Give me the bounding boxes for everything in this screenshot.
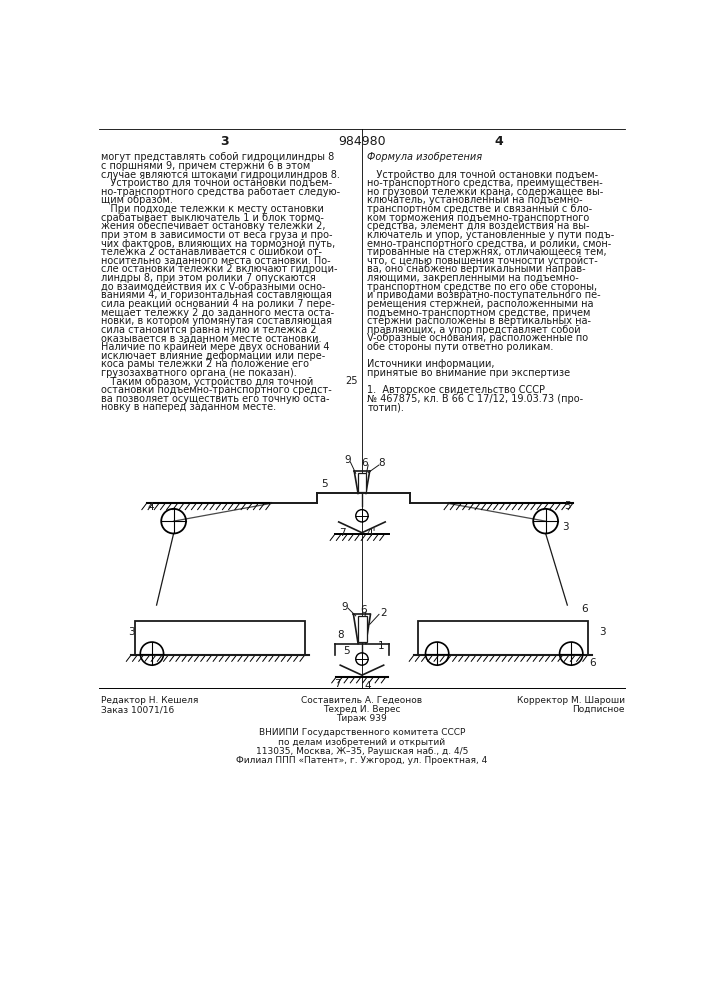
Text: Техред И. Верес: Техред И. Верес [323,705,401,714]
Text: транспортном средстве по его обе стороны,: транспортном средстве по его обе стороны… [368,282,597,292]
Text: 6: 6 [581,604,588,614]
Text: 8: 8 [337,630,344,640]
Text: новки, в котором упомянутая составляющая: новки, в котором упомянутая составляющая [101,316,332,326]
Text: Составитель А. Гедеонов: Составитель А. Гедеонов [301,696,423,705]
Text: Тираж 939: Тираж 939 [337,714,387,723]
Text: Филиал ППП «Патент», г. Ужгород, ул. Проектная, 4: Филиал ППП «Патент», г. Ужгород, ул. Про… [236,756,488,765]
Text: ва позволяет осуществить его точную оста-: ва позволяет осуществить его точную оста… [101,394,329,404]
Text: ляющими, закрепленными на подъемно-: ляющими, закрепленными на подъемно- [368,273,579,283]
Text: 984980: 984980 [338,135,386,148]
Text: по делам изобретений и открытий: по делам изобретений и открытий [279,738,445,747]
Text: 6: 6 [361,458,368,468]
Text: емно-транспортного средства, и ролики, смон-: емно-транспортного средства, и ролики, с… [368,239,612,249]
Text: 4: 4 [147,502,153,512]
Text: жения обеспечивает остановку тележки 2,: жения обеспечивает остановку тележки 2, [101,221,325,231]
Text: с поршнями 9, причем стержни 6 в этом: с поршнями 9, причем стержни 6 в этом [101,161,310,171]
Text: Источники информации,: Источники информации, [368,359,495,369]
Text: могут представлять собой гидроцилиндры 8: могут представлять собой гидроцилиндры 8 [101,152,334,162]
Text: линдры 8, при этом ролики 7 опускаются: линдры 8, при этом ролики 7 опускаются [101,273,315,283]
Text: При подходе тележки к месту остановки: При подходе тележки к месту остановки [101,204,324,214]
Text: 3: 3 [561,522,568,532]
Text: 9: 9 [341,602,349,612]
Text: тотип).: тотип). [368,402,404,412]
Text: правляющих, а упор представляет собой: правляющих, а упор представляет собой [368,325,581,335]
Text: 3: 3 [128,627,134,637]
Text: 3: 3 [599,627,605,637]
Text: исключает влияние деформации или пере-: исключает влияние деформации или пере- [101,351,325,361]
Text: 7: 7 [339,528,346,538]
Text: 113035, Москва, Ж–35, Раушская наб., д. 4/5: 113035, Москва, Ж–35, Раушская наб., д. … [256,747,468,756]
Text: что, с целью повышения точности устройст-: что, с целью повышения точности устройст… [368,256,598,266]
Text: Заказ 10071/16: Заказ 10071/16 [101,705,174,714]
Text: Наличие по крайней мере двух оснований 4: Наличие по крайней мере двух оснований 4 [101,342,329,352]
Text: коса рамы тележки 2 на положение его: коса рамы тележки 2 на положение его [101,359,309,369]
Text: 5: 5 [343,646,350,656]
Text: 3: 3 [221,135,229,148]
Text: оказывается в заданном месте остановки.: оказывается в заданном месте остановки. [101,333,321,343]
Text: 6: 6 [589,658,595,668]
Text: сила становится равна нулю и тележка 2: сила становится равна нулю и тележка 2 [101,325,316,335]
Text: Формула изобретения: Формула изобретения [368,152,482,162]
Text: транспортном средстве и связанный с бло-: транспортном средстве и связанный с бло- [368,204,592,214]
Text: Редактор Н. Кешеля: Редактор Н. Кешеля [101,696,198,705]
Bar [358,473,366,492]
Text: остановки подъемно-транспортного средст-: остановки подъемно-транспортного средст- [101,385,332,395]
Text: щим образом.: щим образом. [101,195,173,205]
Text: но грузовой тележки крана, содержащее вы-: но грузовой тележки крана, содержащее вы… [368,187,604,197]
Text: носительно заданного места остановки. По-: носительно заданного места остановки. По… [101,256,330,266]
Text: 6: 6 [360,605,367,615]
Text: принятые во внимание при экспертизе: принятые во внимание при экспертизе [368,368,571,378]
Text: сле остановки тележки 2 включают гидроци-: сле остановки тележки 2 включают гидроци… [101,264,337,274]
Text: Таким образом, устройство для точной: Таким образом, устройство для точной [101,377,313,387]
Text: срабатывает выключатель 1 и блок тормо-: срабатывает выключатель 1 и блок тормо- [101,213,324,223]
Text: стержни расположены в вертикальных на-: стержни расположены в вертикальных на- [368,316,591,326]
Text: 8: 8 [378,458,385,468]
Text: новку в наперед заданном месте.: новку в наперед заданном месте. [101,402,276,412]
Text: ваниями 4, и горизонтальная составляющая: ваниями 4, и горизонтальная составляющая [101,290,332,300]
Text: ремещения стержней, расположенными на: ремещения стержней, расположенными на [368,299,594,309]
Text: Устройство для точной остановки подъем-: Устройство для точной остановки подъем- [101,178,332,188]
Text: но-транспортного средства работает следую-: но-транспортного средства работает следу… [101,187,340,197]
Text: 25: 25 [346,376,358,386]
Text: средства, элемент для воздействия на вы-: средства, элемент для воздействия на вы- [368,221,590,231]
Bar [358,616,367,642]
Text: ключатель, установленный на подъемно-: ключатель, установленный на подъемно- [368,195,583,205]
Text: ва, оно снабжено вертикальными направ-: ва, оно снабжено вертикальными направ- [368,264,586,274]
Text: 7: 7 [334,679,341,689]
Text: Подписное: Подписное [572,705,625,714]
Text: 4: 4 [365,681,371,691]
Text: сила реакций оснований 4 на ролики 7 пере-: сила реакций оснований 4 на ролики 7 пер… [101,299,334,309]
Bar [418,620,588,655]
Text: Устройство для точной остановки подъем-: Устройство для точной остановки подъем- [368,170,599,180]
Text: чих факторов, влияющих на тормозной путь,: чих факторов, влияющих на тормозной путь… [101,239,335,249]
Text: ком торможения подъемно-транспортного: ком торможения подъемно-транспортного [368,213,590,223]
Text: № 467875, кл. В 66 С 17/12, 19.03.73 (про-: № 467875, кл. В 66 С 17/12, 19.03.73 (пр… [368,394,583,404]
Text: ВНИИПИ Государственного комитета СССР: ВНИИПИ Государственного комитета СССР [259,728,465,737]
Text: 1: 1 [378,641,385,651]
Text: 1.  Авторское свидетельство СССР: 1. Авторское свидетельство СССР [368,385,545,395]
Text: 5: 5 [564,501,571,511]
Text: ключатель и упор, установленные у пути подъ-: ключатель и упор, установленные у пути п… [368,230,614,240]
Text: но-транспортного средства, преимуществен-: но-транспортного средства, преимуществен… [368,178,603,188]
Text: подъемно-транспортном средстве, причем: подъемно-транспортном средстве, причем [368,308,591,318]
Text: случае являются штоками гидроцилиндров 8.: случае являются штоками гидроцилиндров 8… [101,170,339,180]
Text: 9: 9 [345,455,351,465]
Text: 4': 4' [366,528,376,538]
Text: до взаимодействия их с V-образными осно-: до взаимодействия их с V-образными осно- [101,282,325,292]
Text: тележка 2 останавливается с ошибкой от-: тележка 2 останавливается с ошибкой от- [101,247,322,257]
Text: тированные на стержнях, отличающееся тем,: тированные на стержнях, отличающееся тем… [368,247,607,257]
Text: и приводами возвратно-поступательного пе-: и приводами возвратно-поступательного пе… [368,290,601,300]
Text: Корректор М. Шароши: Корректор М. Шароши [517,696,625,705]
Text: V-образные основания, расположенные по: V-образные основания, расположенные по [368,333,588,343]
Text: при этом в зависимости от веса груза и про-: при этом в зависимости от веса груза и п… [101,230,332,240]
Text: 4: 4 [495,135,503,148]
Text: 5: 5 [322,479,328,489]
Text: грузозахватного органа (не показан).: грузозахватного органа (не показан). [101,368,296,378]
Text: 2: 2 [380,608,387,618]
Text: обе стороны пути ответно роликам.: обе стороны пути ответно роликам. [368,342,554,352]
Text: мещает тележку 2 до заданного места оста-: мещает тележку 2 до заданного места оста… [101,308,334,318]
Bar [135,620,305,655]
